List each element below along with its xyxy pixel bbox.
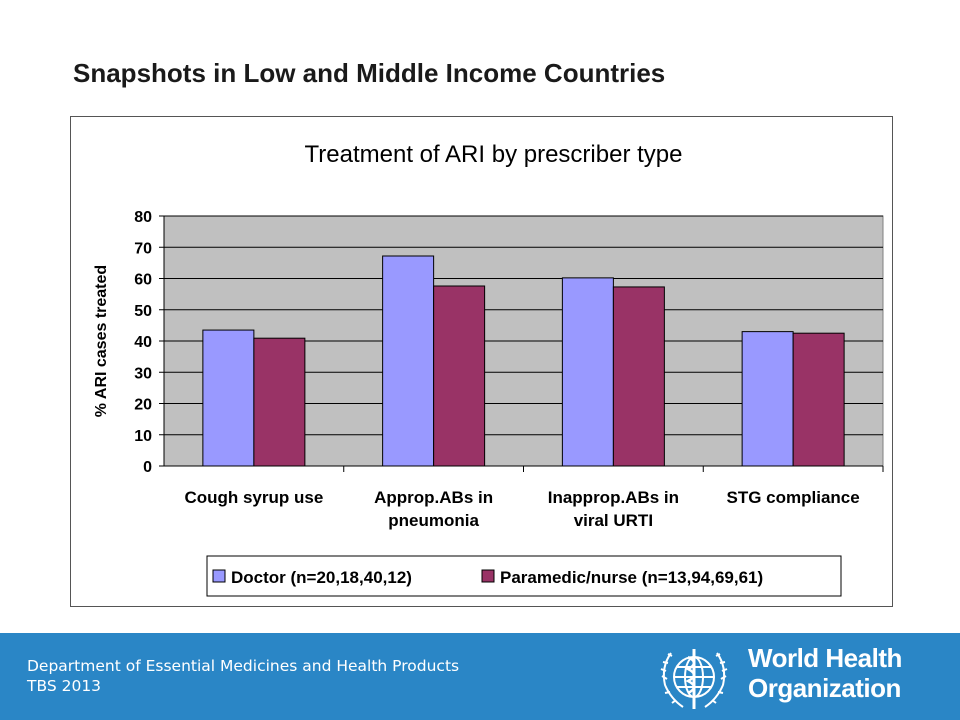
chart-svg: Treatment of ARI by prescriber type 0 10 20… (93, 141, 884, 597)
y-axis-label: % ARI cases treated (93, 265, 110, 417)
footer-tbs: TBS 2013 (27, 677, 102, 695)
y-tick-label: 50 (134, 303, 152, 320)
who-emblem-icon (660, 649, 728, 709)
slide-title: Snapshots in Low and Middle Income Count… (73, 58, 666, 88)
who-name-line2: Organization (748, 673, 901, 703)
x-tick-label: STG compliance (727, 488, 860, 507)
y-tick-label: 20 (134, 397, 152, 414)
x-tick-label: Approp.ABs in (374, 488, 493, 507)
chart-frame: Treatment of ARI by prescriber type 0 10 20… (70, 116, 893, 607)
bar-doctor (561, 277, 614, 467)
footer-bar: Department of Essential Medicines and He… (0, 633, 960, 720)
bar-doctor (382, 255, 435, 467)
legend-label: Doctor (n=20,18,40,12) (231, 568, 412, 587)
y-tick-label: 70 (134, 240, 152, 257)
bar-doctor (741, 331, 794, 467)
x-tick-label: Cough syrup use (184, 488, 323, 507)
who-name-line1: World Health (748, 643, 902, 673)
legend-swatch (481, 569, 495, 583)
footer-department: Department of Essential Medicines and He… (27, 657, 460, 675)
x-tick-label: viral URTI (574, 511, 653, 530)
bar-doctor (202, 329, 255, 467)
bar-paramedic (433, 285, 486, 467)
y-tick-label: 60 (134, 272, 152, 289)
bar-paramedic (612, 286, 665, 467)
y-tick-label: 10 (134, 428, 152, 445)
bar-paramedic (792, 332, 845, 467)
y-tick-label: 40 (134, 334, 152, 351)
x-tick-label: pneumonia (388, 511, 479, 530)
legend-swatch (212, 569, 226, 583)
chart-title: Treatment of ARI by prescriber type (305, 141, 683, 168)
legend-box (206, 555, 842, 597)
y-tick-label: 30 (134, 365, 152, 382)
y-tick-label: 80 (134, 209, 152, 226)
y-tick-label: 0 (143, 459, 152, 476)
bar-paramedic (253, 337, 306, 467)
x-tick-label: Inapprop.ABs in (548, 488, 679, 507)
legend-label: Paramedic/nurse (n=13,94,69,61) (500, 568, 763, 587)
